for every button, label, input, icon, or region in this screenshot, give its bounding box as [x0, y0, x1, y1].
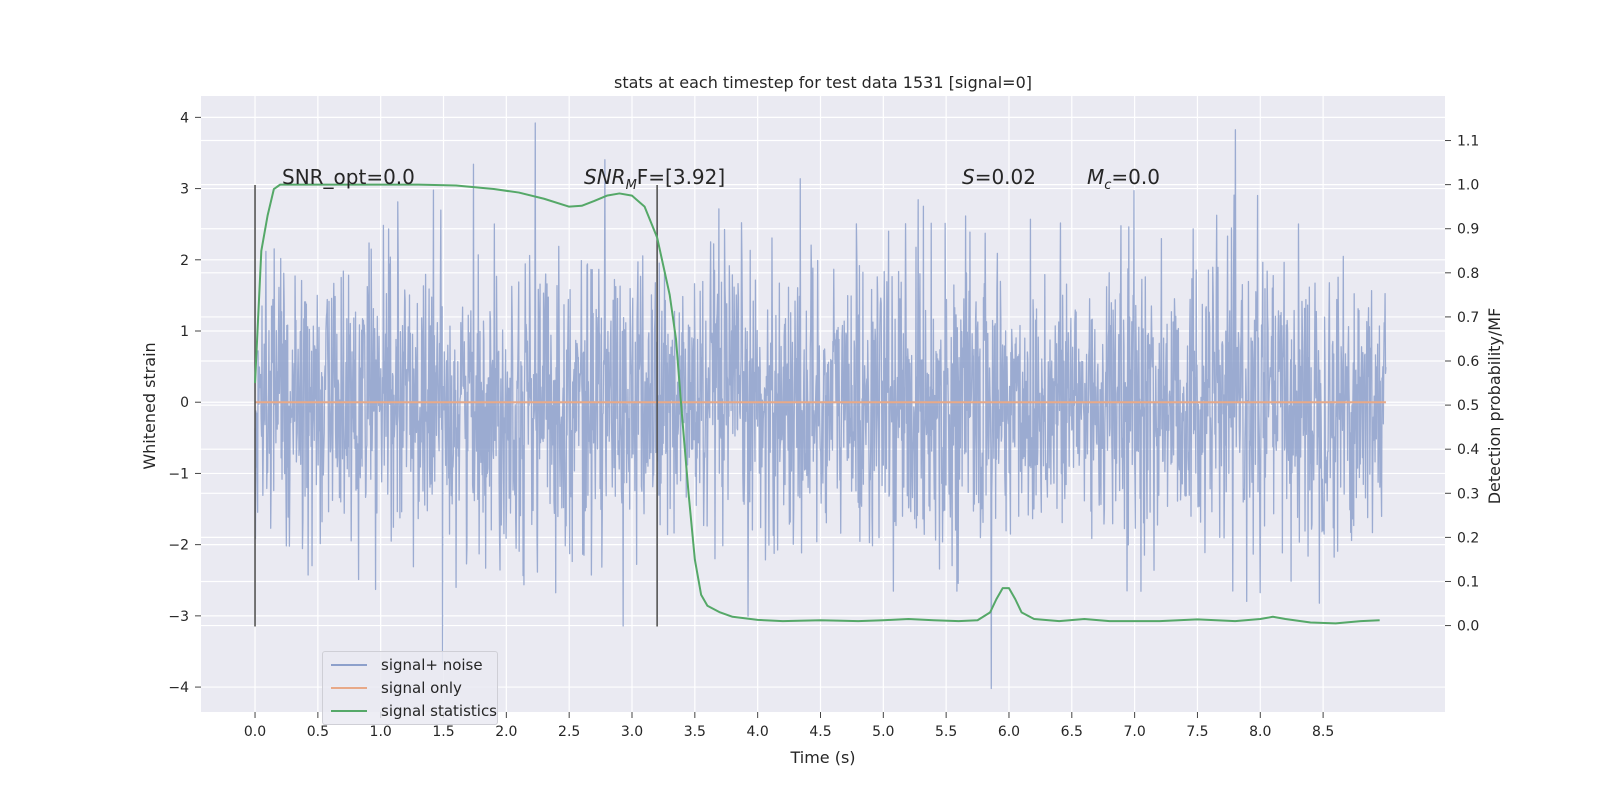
annotation-mc-sub: c	[1104, 178, 1111, 193]
legend-label-signal-statistics: signal statistics	[381, 702, 498, 720]
y-tick-label: −1	[168, 466, 189, 482]
legend-item-signal-statistics: signal statistics	[331, 700, 497, 722]
y2-tick-label: 0.4	[1457, 442, 1479, 458]
y-tick-label: 0	[180, 395, 189, 411]
y2-tick-label: 0.0	[1457, 619, 1479, 635]
y-tick-label: 4	[180, 110, 189, 126]
annotation-snr-opt: SNR_opt=0.0	[282, 165, 415, 189]
y2-tick-label: 0.6	[1457, 354, 1479, 370]
y2-tick-label: 1.1	[1457, 134, 1479, 150]
y2-tick-label: 0.8	[1457, 266, 1479, 282]
x-tick-label: 6.5	[1061, 724, 1083, 740]
x-tick-label: 5.0	[872, 724, 894, 740]
x-tick-label: 1.0	[370, 724, 392, 740]
y2-tick-label: 1.0	[1457, 178, 1479, 194]
x-tick-label: 5.5	[935, 724, 957, 740]
annotation-s-val: =0.02	[975, 165, 1036, 189]
annotation-snr-mf-var: SNR	[584, 165, 626, 189]
signal-noise-series	[254, 122, 1387, 690]
y2-tick-label: 0.1	[1457, 574, 1479, 590]
annotation-s-var: S	[962, 165, 975, 189]
y2-tick-label: 0.3	[1457, 486, 1479, 502]
y2-tick-label: 0.2	[1457, 530, 1479, 546]
overlay-layer	[254, 183, 1386, 627]
x-tick-label: 3.0	[621, 724, 643, 740]
y2-tick-label: 0.9	[1457, 222, 1479, 238]
legend-label-signal-only: signal only	[381, 679, 462, 697]
chart-title: stats at each timestep for test data 153…	[614, 73, 1032, 92]
annotation-snr-mf-val: F=[3.92]	[637, 165, 725, 189]
x-tick-label: 6.0	[998, 724, 1020, 740]
legend-swatch-signal-only	[331, 687, 367, 689]
x-tick-label: 4.0	[747, 724, 769, 740]
x-tick-label: 8.0	[1249, 724, 1271, 740]
legend-label-signal-noise: signal+ noise	[381, 656, 483, 674]
x-tick-label: 2.5	[558, 724, 580, 740]
x-tick-label: 8.5	[1312, 724, 1334, 740]
y2-ticks: 1.1 1.0 0.9 0.8 0.7 0.6 0.5 0.4 0.3 0.2 0.1 0.0	[1445, 134, 1479, 635]
x-tick-label: 1.5	[432, 724, 454, 740]
annotation-snr-mf: SNRMF=[3.92]	[584, 165, 725, 193]
y-tick-label: 2	[180, 253, 189, 269]
y-axis-label: Whitened strain	[140, 342, 159, 469]
annotation-mc: Mc=0.0	[1087, 165, 1160, 193]
legend-swatch-signal-noise	[331, 664, 367, 666]
annotation-mc-val: =0.0	[1111, 165, 1160, 189]
y-tick-label: −2	[168, 538, 189, 554]
y-ticks: 4 3 2 1 0 −1 −2 −3 −4	[168, 110, 201, 696]
legend-swatch-signal-statistics	[331, 710, 367, 712]
legend-item-signal-only: signal only	[331, 677, 462, 699]
annotation-s: S=0.02	[962, 165, 1036, 189]
y-tick-label: 1	[180, 324, 189, 340]
signal-noise-line	[254, 122, 1387, 690]
x-ticks: 0.0 0.5 1.0 1.5 2.0 2.5 3.0 3.5 4.0 4.5 5.0 5.5 6.0 6…	[244, 712, 1334, 740]
x-axis-label: Time (s)	[789, 748, 855, 767]
legend: signal+ noise signal only signal statist…	[322, 651, 498, 725]
y2-axis-label: Detection probability/MF	[1485, 308, 1504, 505]
x-tick-label: 4.5	[809, 724, 831, 740]
x-tick-label: 7.5	[1186, 724, 1208, 740]
x-tick-label: 2.0	[495, 724, 517, 740]
x-tick-label: 0.0	[244, 724, 266, 740]
annotation-mc-var: M	[1087, 165, 1104, 189]
annotation-snr-mf-sub: M	[626, 178, 637, 193]
signal-statistics-line	[254, 183, 1380, 625]
y-tick-label: −3	[168, 609, 189, 625]
y2-tick-label: 0.7	[1457, 310, 1479, 326]
x-tick-label: 3.5	[684, 724, 706, 740]
y2-tick-label: 0.5	[1457, 398, 1479, 414]
grid	[201, 96, 1445, 712]
y-tick-label: −4	[168, 680, 189, 696]
legend-item-signal-noise: signal+ noise	[331, 654, 483, 676]
y-tick-label: 3	[180, 182, 189, 198]
x-tick-label: 0.5	[307, 724, 329, 740]
x-tick-label: 7.0	[1123, 724, 1145, 740]
